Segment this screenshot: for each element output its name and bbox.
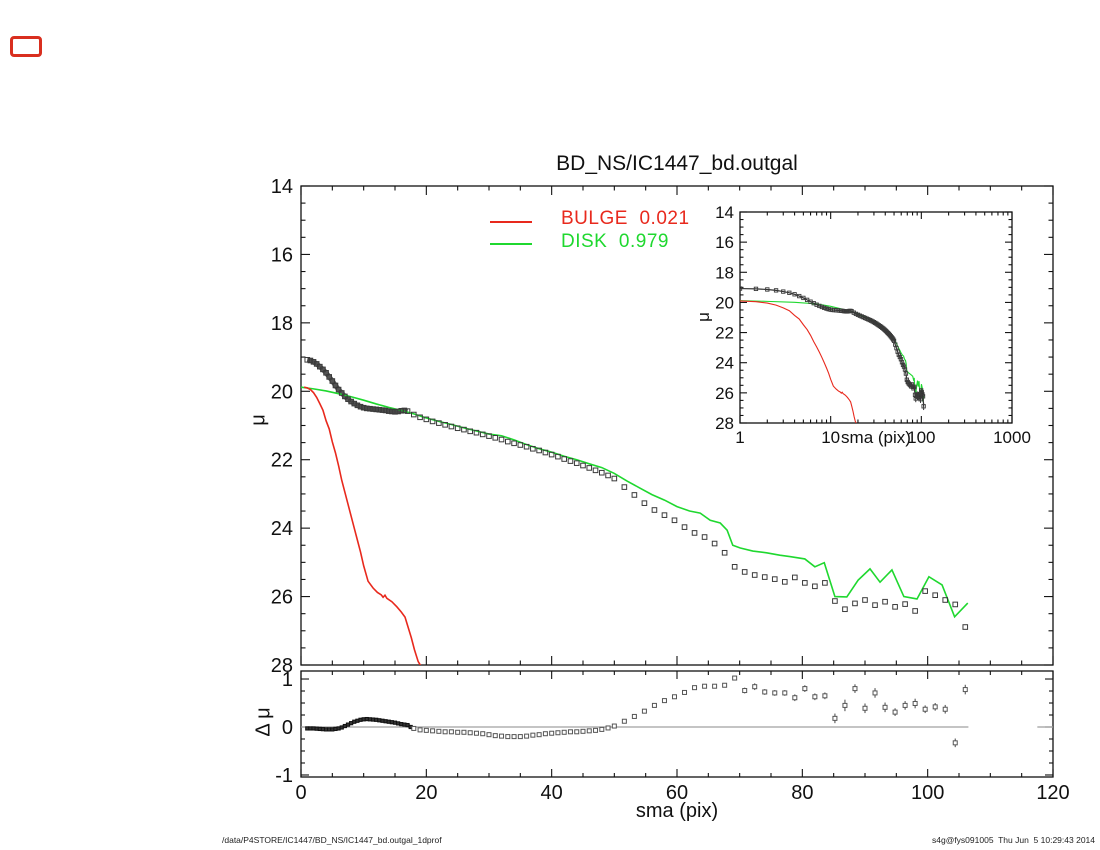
svg-text:0: 0 <box>295 782 306 804</box>
svg-text:20: 20 <box>415 782 437 804</box>
svg-text:80: 80 <box>791 782 813 804</box>
svg-text:14: 14 <box>271 176 293 198</box>
svg-text:1: 1 <box>282 669 293 691</box>
disk-legend-swatch <box>490 243 532 245</box>
svg-text:22: 22 <box>715 324 734 343</box>
profile-data-points <box>304 357 969 630</box>
residual-series <box>301 675 1053 748</box>
residual-panel: 10-10 20 40 60 80 100 120 <box>275 669 1069 804</box>
svg-text:40: 40 <box>541 782 563 804</box>
main-y-tick-labels: 14 16 18 20 22 24 26 28 <box>271 176 293 677</box>
main-panel: 14 16 18 20 22 24 26 28 <box>271 176 1054 677</box>
svg-text:24: 24 <box>271 518 293 540</box>
inset-panel: 14 16 18 20 22 24 26 281 10 100 1000 <box>715 203 1031 447</box>
svg-text:120: 120 <box>1036 782 1069 804</box>
residual-tick-labels: 10-10 20 40 60 80 100 120 <box>275 669 1069 804</box>
bulge-legend-swatch <box>490 221 532 223</box>
svg-text:14: 14 <box>715 203 734 222</box>
plot-title: BD_NS/IC1447_bd.outgal <box>556 152 798 175</box>
inset-x-axis-label: sma (pix) <box>841 428 911 447</box>
svg-text:16: 16 <box>271 244 293 266</box>
user-timestamp-text: s4g@fys091005 Thu Jun 5 10:29:43 2014 <box>931 835 1095 845</box>
svg-text:60: 60 <box>666 782 688 804</box>
svg-text:0: 0 <box>282 717 293 739</box>
inset-bulge-line <box>740 300 857 423</box>
inset-tick-labels: 14 16 18 20 22 24 26 281 10 100 1000 <box>715 203 1031 447</box>
svg-text:28: 28 <box>271 655 293 677</box>
bulge-model-line <box>303 386 422 665</box>
svg-text:1: 1 <box>735 428 744 447</box>
svg-text:20: 20 <box>271 381 293 403</box>
disk-model-line <box>301 386 969 619</box>
svg-text:18: 18 <box>271 313 293 335</box>
svg-text:-1: -1 <box>275 765 293 787</box>
svg-text:26: 26 <box>715 384 734 403</box>
disk-legend-label: DISK 0.979 <box>561 231 669 252</box>
inset-series <box>740 286 926 423</box>
svg-text:1000: 1000 <box>993 428 1031 447</box>
svg-text:20: 20 <box>715 293 734 312</box>
svg-text:24: 24 <box>715 354 734 373</box>
residual-x-axis-label: sma (pix) <box>635 800 719 822</box>
main-series <box>301 357 969 665</box>
svg-text:26: 26 <box>271 587 293 609</box>
svg-text:16: 16 <box>715 233 734 252</box>
svg-text:100: 100 <box>911 782 944 804</box>
bulge-legend-label: BULGE 0.021 <box>561 208 690 229</box>
svg-text:100: 100 <box>907 428 935 447</box>
screen-record-marker <box>10 36 42 57</box>
svg-text:10: 10 <box>821 428 840 447</box>
svg-text:28: 28 <box>715 414 734 433</box>
svg-text:22: 22 <box>271 450 293 472</box>
svg-text:18: 18 <box>715 263 734 282</box>
file-path-text: /data/P4STORE/IC1447/BD_NS/IC1447_bd.out… <box>222 835 442 845</box>
